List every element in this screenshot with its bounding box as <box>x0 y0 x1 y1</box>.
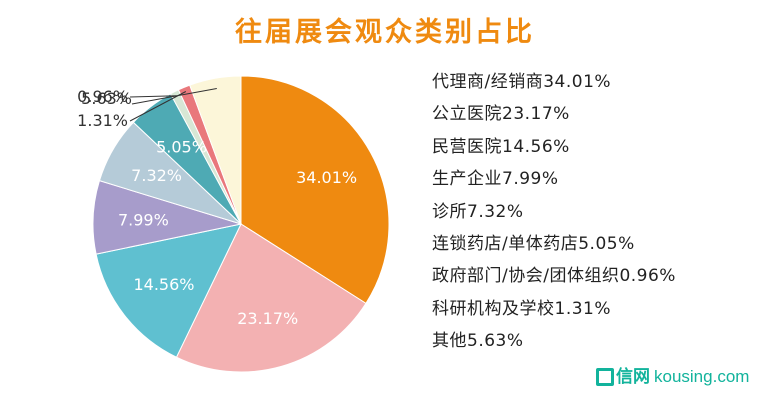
legend-item: 民营医院14.56% <box>432 136 570 157</box>
leader-line <box>129 91 187 122</box>
slice-label: 5.63% <box>81 89 132 108</box>
slice-label: 0.96% <box>77 87 128 106</box>
leader-line <box>129 95 177 98</box>
slice-label: 14.56% <box>133 275 194 294</box>
legend-item: 代理商/经销商34.01% <box>432 72 612 92</box>
watermark-domain: kousing.com <box>654 367 750 386</box>
legend-item: 其他5.63% <box>432 331 524 352</box>
legend-item: 公立医院23.17% <box>432 104 570 125</box>
pie-slice <box>240 75 390 305</box>
slice-label: 34.01% <box>296 168 357 187</box>
pie-slice <box>189 75 242 225</box>
legend-item: 生产企业7.99% <box>432 169 559 190</box>
watermark: 信网 kousing.com <box>596 367 749 387</box>
legend-item: 连锁药店/单体药店5.05% <box>432 233 635 254</box>
legend: 代理商/经销商34.01% 公立医院23.17% 民营医院14.56% 生产企业7.9… <box>432 70 676 362</box>
slice-label: 23.17% <box>237 309 298 328</box>
slice-label: 5.05% <box>156 138 207 157</box>
box-icon <box>596 368 614 386</box>
slice-label: 7.99% <box>118 211 169 230</box>
slice-label: 1.31% <box>77 111 128 130</box>
slice-label: 7.32% <box>131 166 182 185</box>
legend-item: 政府部门/协会/团体组织0.96% <box>432 266 676 287</box>
leader-line <box>131 88 217 105</box>
pie-slice <box>95 223 242 358</box>
chart-title: 往届展会观众类别占比 <box>235 17 535 48</box>
legend-item: 科研机构及学校1.31% <box>432 298 612 319</box>
legend-item: 诊所7.32% <box>432 201 524 222</box>
pie-slice <box>175 223 367 373</box>
watermark-brand: 信网 <box>616 367 650 387</box>
